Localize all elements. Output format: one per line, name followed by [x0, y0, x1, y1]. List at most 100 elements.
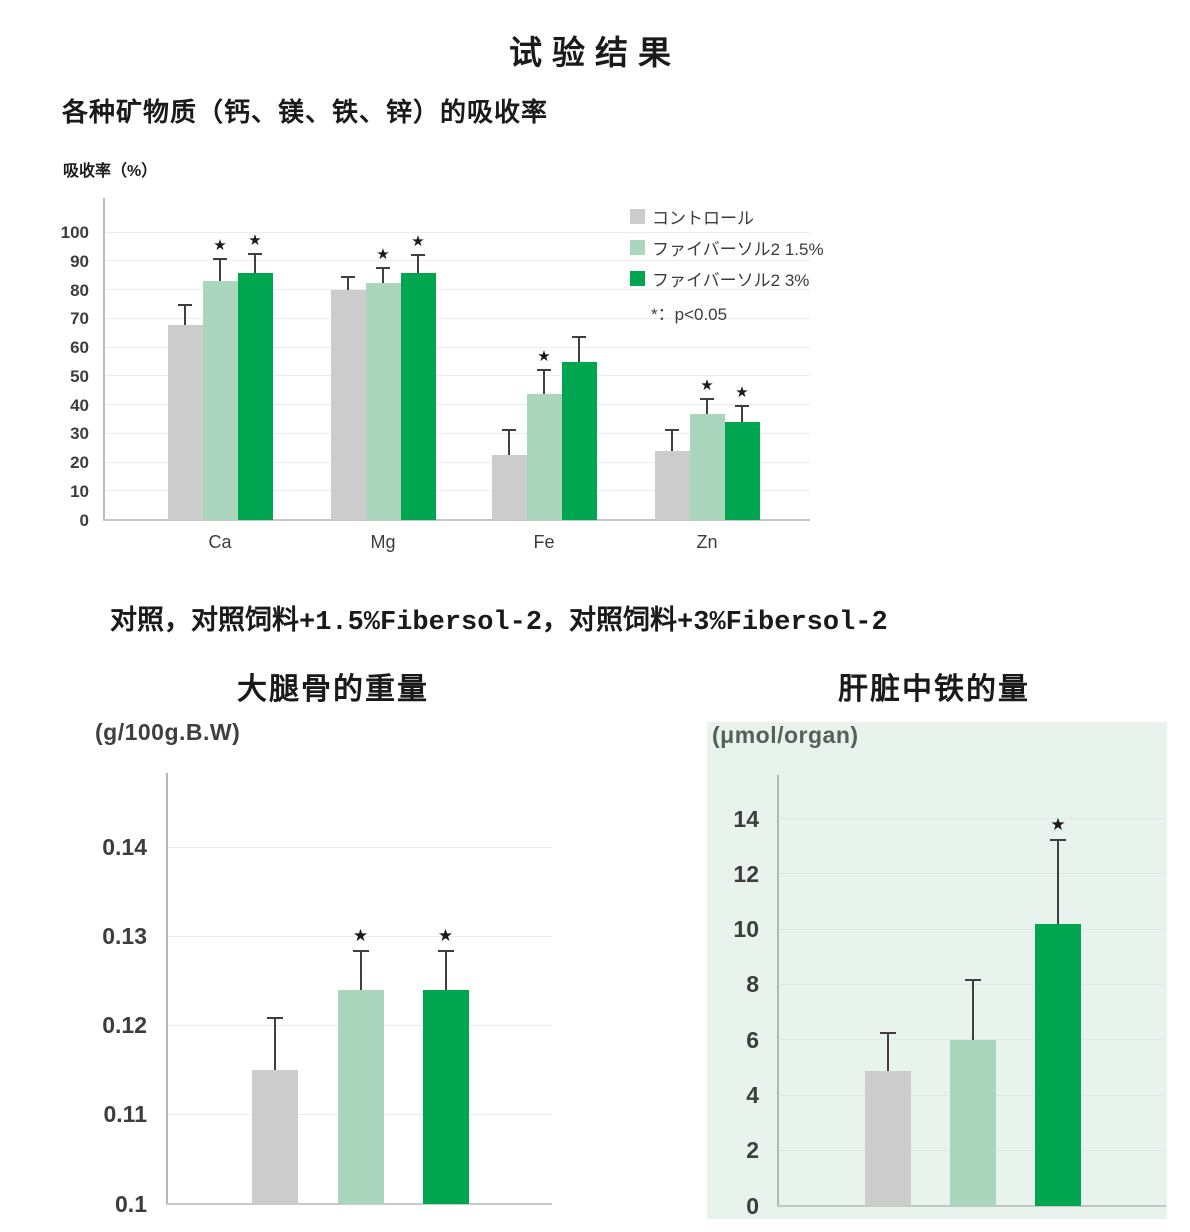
mineral-absorption-bar-Mg-s0-error-cap	[341, 275, 355, 278]
mineral-absorption-bar-Fe-s1-significance-star-icon: ★	[537, 347, 551, 366]
mineral-absorption-ytick-60: 60	[70, 338, 89, 357]
mineral-absorption-bar-Ca-s0-error-cap	[178, 304, 192, 307]
liver-iron-ytick-14: 14	[733, 805, 759, 832]
mineral-absorption-bar-Fe-s1-error-bar	[537, 369, 551, 394]
femur-weight-bar-2-error-line	[359, 950, 362, 991]
mineral-absorption-category-label-Mg: Mg	[370, 532, 396, 552]
femur-weight-chart: 0.1 0.11 0.12 0.13 0.14 ★ ★	[102, 773, 552, 1217]
mineral-absorption-bar-Fe-s2-error-line	[578, 336, 580, 362]
liver-iron-ytick-0: 0	[746, 1192, 759, 1219]
mineral-absorption-gridline-90	[103, 260, 810, 262]
mineral-absorption-chart: 0 10 20 30 40 50 60 70 80 90 100 ★ ★ ★ ★ ★ ★ ★ Ca Mg Fe Zn	[61, 198, 810, 552]
femur-weight-bar-3-error-cap	[437, 950, 454, 953]
mineral-absorption-bar-Zn-s1-significance-star-icon: ★	[700, 375, 714, 394]
liver-iron-bar-3-error-bar	[1050, 838, 1066, 925]
mineral-absorption-bar-Fe-s2-error-cap	[572, 336, 586, 338]
mineral-absorption-bar-Fe-s0-error-line	[508, 429, 510, 456]
page-title: 试验结果	[509, 36, 681, 72]
mineral-absorption-bar-Fe-s0-error-bar	[502, 429, 516, 456]
absorption-y-axis-unit-label: 吸收率（%）	[63, 163, 158, 180]
mineral-absorption-ytick-40: 40	[70, 395, 89, 415]
femur-y-axis-unit-label: (g/100g.B.W)	[95, 719, 241, 745]
mineral-absorption-bar-Ca-s1-error-bar	[213, 258, 227, 282]
liver-iron-chart: 0 2 4 6 8 10 12 14 ★	[733, 775, 1166, 1219]
legend-item-fibersol-1-5: ファイバーソル2 1.5%	[630, 238, 824, 259]
diet-groups-caption: 对照，对照饲料+1.5%Fibersol-2，对照饲料+3%Fibersol-2	[110, 608, 888, 638]
liver-iron-bar-2	[950, 1040, 996, 1206]
mineral-absorption-bar-Zn-s1-error-bar	[700, 397, 714, 414]
femur-weight-bar-2-error-cap	[352, 950, 369, 953]
liver-iron-ytick-8: 8	[746, 971, 759, 998]
mineral-absorption-bar-Ca-s1-error-line	[219, 258, 221, 282]
mineral-absorption-ytick-90: 90	[70, 251, 89, 271]
mineral-absorption-category-label-Zn: Zn	[696, 532, 718, 552]
liver-iron-gridline-14	[777, 818, 1166, 820]
mineral-absorption-bar-Ca-s2-significance-star-icon: ★	[248, 230, 262, 249]
femur-weight-bar-1	[252, 1070, 298, 1204]
mineral-absorption-bar-Fe-s0-error-cap	[502, 429, 516, 432]
mineral-absorption-bar-Zn-s2-error-bar	[735, 405, 749, 423]
mineral-absorption-gridline-50	[103, 375, 810, 377]
fibersol-3-swatch-icon	[630, 270, 645, 286]
mineral-absorption-bar-Zn-s1-error-cap	[700, 397, 714, 400]
mineral-absorption-bar-Mg-s2-error-cap	[411, 254, 425, 257]
liver-iron-bar-1-error-bar	[879, 1031, 896, 1071]
mineral-absorption-bar-Mg-s2-error-line	[417, 254, 419, 273]
femur-weight-bar-2-significance-star-icon: ★	[352, 926, 369, 947]
mineral-absorption-ytick-10: 10	[70, 481, 89, 501]
liver-iron-bar-1	[864, 1070, 911, 1206]
liver-y-axis-unit-label: (μmol/organ)	[712, 722, 859, 748]
mineral-absorption-y-axis	[103, 198, 105, 520]
liver-iron-ytick-10: 10	[733, 916, 759, 943]
femur-weight-bar-3-significance-star-icon: ★	[437, 926, 454, 947]
femur-weight-ytick-0.12: 0.12	[102, 1012, 147, 1039]
mineral-absorption-bar-Mg-s2-significance-star-icon: ★	[411, 232, 425, 251]
mineral-absorption-bar-Ca-s2-error-bar	[248, 252, 262, 273]
liver-iron-ytick-2: 2	[746, 1137, 759, 1164]
mineral-absorption-ytick-100: 100	[60, 223, 89, 242]
mineral-absorption-bar-Ca-s0	[167, 324, 203, 520]
liver-iron-ytick-12: 12	[733, 860, 759, 887]
fibersol-1-5-swatch-icon	[630, 239, 645, 255]
mineral-absorption-ytick-70: 70	[70, 309, 89, 329]
femur-weight-y-axis	[166, 773, 168, 1204]
femur-weight-bar-3-error-bar	[437, 950, 454, 991]
liver-iron-y-axis	[777, 775, 779, 1206]
femur-weight-ytick-0.1: 0.1	[115, 1190, 147, 1217]
mineral-absorption-bar-Zn-s0-error-line	[671, 429, 673, 451]
liver-iron-gridline-10	[777, 928, 1166, 930]
mineral-absorption-bar-Mg-s0-error-line	[347, 275, 349, 290]
mineral-absorption-gridline-40	[103, 404, 810, 405]
mineral-absorption-bar-Zn-s0-error-cap	[665, 429, 679, 432]
legend-label-control: コントロール	[652, 208, 754, 228]
liver-iron-bar-3-error-line	[1057, 838, 1059, 925]
femur-weight-x-axis	[166, 1203, 552, 1205]
mineral-absorption-bar-Fe-s0	[491, 455, 527, 520]
mineral-absorption-bar-Fe-s2	[561, 361, 597, 520]
mineral-absorption-bar-Ca-s0-error-bar	[178, 304, 192, 325]
mineral-absorption-gridline-30	[103, 432, 810, 434]
mineral-absorption-category-label-Fe: Fe	[533, 532, 555, 552]
section-title: 各种矿物质（钙、镁、铁、锌）的吸收率	[62, 98, 549, 127]
mineral-absorption-bar-Zn-s2-significance-star-icon: ★	[735, 383, 749, 401]
mineral-absorption-bar-Ca-s1-error-cap	[213, 258, 227, 261]
mineral-absorption-gridline-100	[103, 231, 810, 233]
mineral-absorption-bar-Mg-s2	[400, 272, 436, 520]
mineral-absorption-bar-Mg-s2-error-bar	[411, 254, 425, 273]
mineral-absorption-ytick-20: 20	[70, 453, 89, 472]
femur-weight-ytick-0.11: 0.11	[103, 1101, 148, 1128]
mineral-absorption-bar-Mg-s0-error-bar	[341, 275, 355, 290]
femur-weight-gridline-0.13	[166, 935, 552, 937]
mineral-absorption-bar-Mg-s0	[330, 290, 366, 520]
mineral-absorption-bar-Ca-s1-significance-star-icon: ★	[213, 236, 227, 255]
mineral-absorption-ytick-50: 50	[70, 366, 89, 386]
liver-iron-bar-1-error-line	[886, 1031, 889, 1071]
mineral-absorption-bar-Mg-s1	[365, 282, 401, 520]
mineral-absorption-ytick-30: 30	[70, 424, 89, 444]
mineral-absorption-gridline-10	[103, 490, 810, 492]
femur-weight-bar-2	[337, 990, 384, 1204]
liver-iron-bar-2-error-bar	[965, 979, 981, 1041]
mineral-absorption-gridline-60	[103, 346, 810, 348]
liver-iron-gridline-12	[777, 873, 1166, 875]
